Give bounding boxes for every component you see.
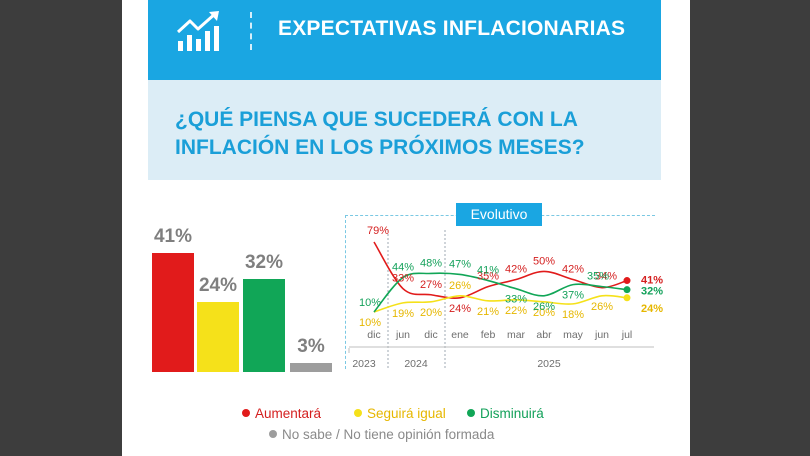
x-tick-label: ene xyxy=(451,329,469,341)
data-label-aumentara: 50% xyxy=(533,255,555,267)
bar-label-seguira-igual: 24% xyxy=(198,275,238,297)
data-label-seguira-igual: 22% xyxy=(505,305,527,317)
bar-seguira-igual xyxy=(197,302,239,372)
evolutivo-frame-left xyxy=(345,215,346,369)
legend-label-no-sabe: No sabe / No tiene opinión formada xyxy=(282,427,495,442)
year-label: 2025 xyxy=(537,358,561,370)
data-label-seguira-igual: 20% xyxy=(420,307,442,319)
legend-dot-aumentara xyxy=(242,409,250,418)
bar-aumentara xyxy=(152,253,194,372)
bar-label-no-sabe: 3% xyxy=(297,336,325,358)
data-label-disminuira: 41% xyxy=(477,265,499,277)
data-label-disminuira: 26% xyxy=(533,301,555,313)
x-tick-label: mar xyxy=(507,329,526,341)
data-label-aumentara: 34% xyxy=(595,271,617,283)
data-label-disminuira: 32% xyxy=(641,286,663,298)
x-tick-label: dic xyxy=(367,329,380,341)
data-label-aumentara: 42% xyxy=(562,264,584,276)
evolutivo-badge: Evolutivo xyxy=(456,203,542,226)
line-series-disminuira xyxy=(373,272,628,313)
x-tick-label: jun xyxy=(395,329,410,341)
data-label-aumentara: 33% xyxy=(392,273,414,285)
year-label: 2023 xyxy=(352,358,376,370)
x-tick-label: feb xyxy=(481,329,496,341)
data-label-disminuira: 10% xyxy=(359,297,381,309)
growth-chart-icon xyxy=(176,11,219,51)
data-label-aumentara: 41% xyxy=(641,275,663,287)
data-label-seguira-igual: 18% xyxy=(562,309,584,321)
legend-dot-seguira-igual xyxy=(354,409,362,418)
legend-label-aumentara: Aumentará xyxy=(255,406,322,421)
data-label-aumentara: 27% xyxy=(420,279,442,291)
data-label-disminuira: 35% xyxy=(587,271,609,283)
data-label-disminuira: 33% xyxy=(505,294,527,306)
data-label-seguira-igual: 21% xyxy=(477,306,499,318)
data-label-seguira-igual: 24% xyxy=(641,303,663,315)
year-label: 2024 xyxy=(404,358,428,370)
data-label-disminuira: 37% xyxy=(562,290,584,302)
line-series-seguira-igual xyxy=(373,294,628,313)
data-label-seguira-igual: 20% xyxy=(533,307,555,319)
legend-item-aumentara: Aumentará xyxy=(242,406,321,421)
data-label-seguira-igual: 10% xyxy=(359,317,381,329)
page-title: EXPECTATIVAS INFLACIONARIAS xyxy=(278,17,626,40)
slide: EXPECTATIVAS INFLACIONARIAS ¿QUÉ PIENSA … xyxy=(122,0,690,456)
bar-no-sabe xyxy=(290,363,332,372)
header-divider xyxy=(250,12,252,50)
question-line-2: INFLACIÓN EN LOS PRÓXIMOS MESES? xyxy=(175,136,585,159)
bar-label-aumentara: 41% xyxy=(153,226,193,247)
header-banner: EXPECTATIVAS INFLACIONARIAS xyxy=(148,0,661,80)
x-tick-label: dic xyxy=(424,329,437,341)
question-line-1: ¿QUÉ PIENSA QUE SUCEDERÁ CON LA xyxy=(175,108,578,131)
data-label-aumentara: 35% xyxy=(477,271,499,283)
legend-dot-no-sabe xyxy=(269,430,277,439)
legend-label-seguira-igual: Seguirá igual xyxy=(367,406,446,421)
bar-disminuira xyxy=(243,279,285,372)
data-label-aumentara: 24% xyxy=(449,303,471,315)
legend-dot-disminuira xyxy=(467,409,475,418)
x-tick-label: abr xyxy=(536,329,552,341)
data-label-disminuira: 47% xyxy=(449,258,471,270)
legend-item-disminuira: Disminuirá xyxy=(467,406,544,421)
legend-label-disminuira: Disminuirá xyxy=(480,406,544,421)
data-label-aumentara: 79% xyxy=(367,225,389,237)
data-label-seguira-igual: 19% xyxy=(392,308,414,320)
data-label-seguira-igual: 26% xyxy=(591,301,613,313)
legend-item-no-sabe: No sabe / No tiene opinión formada xyxy=(269,427,494,442)
bar-label-disminuira: 32% xyxy=(244,252,284,274)
data-label-seguira-igual: 26% xyxy=(449,280,471,292)
end-point-disminuira xyxy=(623,286,631,294)
x-tick-label: may xyxy=(563,329,584,341)
data-label-aumentara: 42% xyxy=(505,264,527,276)
end-point-seguira-igual xyxy=(623,294,631,302)
end-point-aumentara xyxy=(623,277,631,285)
legend-item-seguira-igual: Seguirá igual xyxy=(354,406,446,421)
x-tick-label: jun xyxy=(594,329,609,341)
data-label-disminuira: 48% xyxy=(420,257,442,269)
question-panel: ¿QUÉ PIENSA QUE SUCEDERÁ CON LA INFLACIÓ… xyxy=(148,80,661,180)
x-tick-label: jul xyxy=(621,329,633,341)
data-label-disminuira: 44% xyxy=(392,262,414,274)
line-chart: 79%33%27%24%35%42%50%42%34% 41%10%19% 20%2… xyxy=(348,225,663,370)
